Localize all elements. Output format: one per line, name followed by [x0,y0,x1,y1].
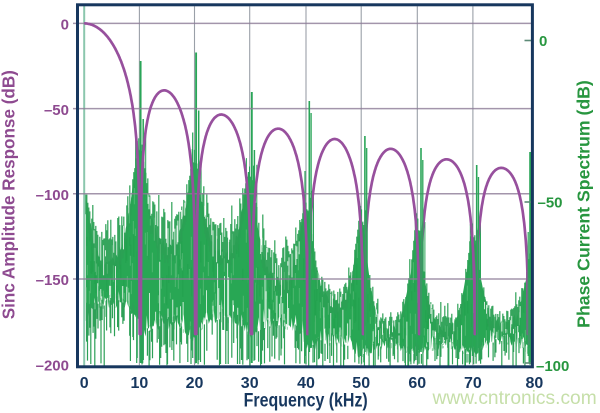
svg-text:30: 30 [241,375,259,392]
svg-text:–50: –50 [538,195,563,212]
svg-text:–150: –150 [36,272,69,289]
svg-text:–50: –50 [44,102,69,119]
svg-text:20: 20 [186,375,204,392]
svg-text:0: 0 [61,17,69,34]
svg-text:Phase Current Spectrum (dB): Phase Current Spectrum (dB) [574,80,594,328]
svg-text:40: 40 [297,375,315,392]
svg-text:–100: –100 [36,187,69,204]
svg-text:–100: –100 [536,358,569,375]
svg-text:0: 0 [539,33,547,50]
svg-text:60: 60 [408,375,426,392]
svg-text:0: 0 [80,375,89,392]
svg-text:–200: –200 [36,357,69,374]
svg-text:10: 10 [131,375,149,392]
svg-text:80: 80 [526,375,544,392]
svg-text:Sinc Amplitude Response (dB): Sinc Amplitude Response (dB) [0,70,19,319]
svg-text:www.cntronics.com: www.cntronics.com [432,388,597,409]
svg-text:50: 50 [352,375,370,392]
svg-text:Frequency (kHz): Frequency (kHz) [244,389,368,411]
svg-text:70: 70 [464,375,482,392]
